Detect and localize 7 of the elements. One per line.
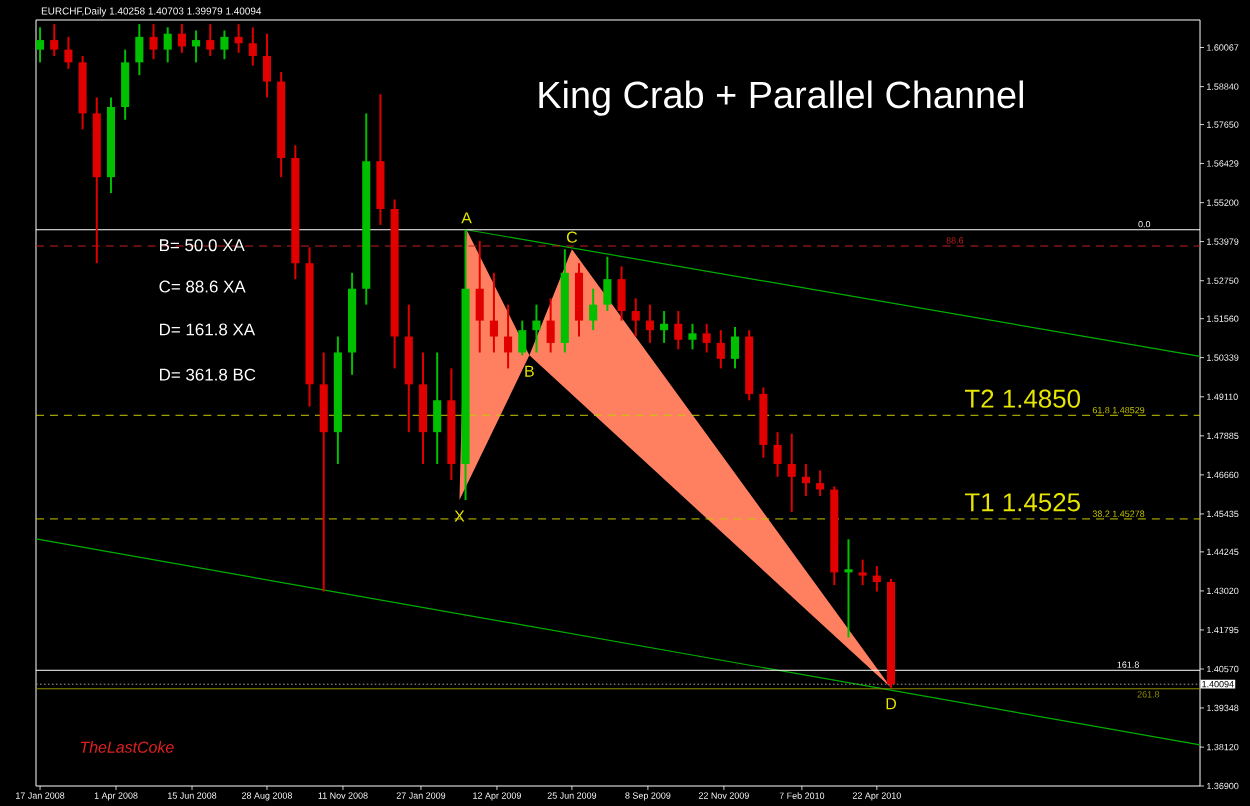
- annotation: B= 50.0 XA: [159, 239, 245, 252]
- text: King Crab + Parallel Channel: [539, 80, 1023, 116]
- annotation: D= 161.8 XA: [159, 323, 256, 336]
- annotation: T2 1.4850: [965, 389, 1081, 408]
- annotation: D= 361.8 BC: [159, 368, 256, 381]
- annotation: T1 1.4525: [965, 493, 1080, 512]
- annotation: C= 88.6 XA: [159, 280, 246, 293]
